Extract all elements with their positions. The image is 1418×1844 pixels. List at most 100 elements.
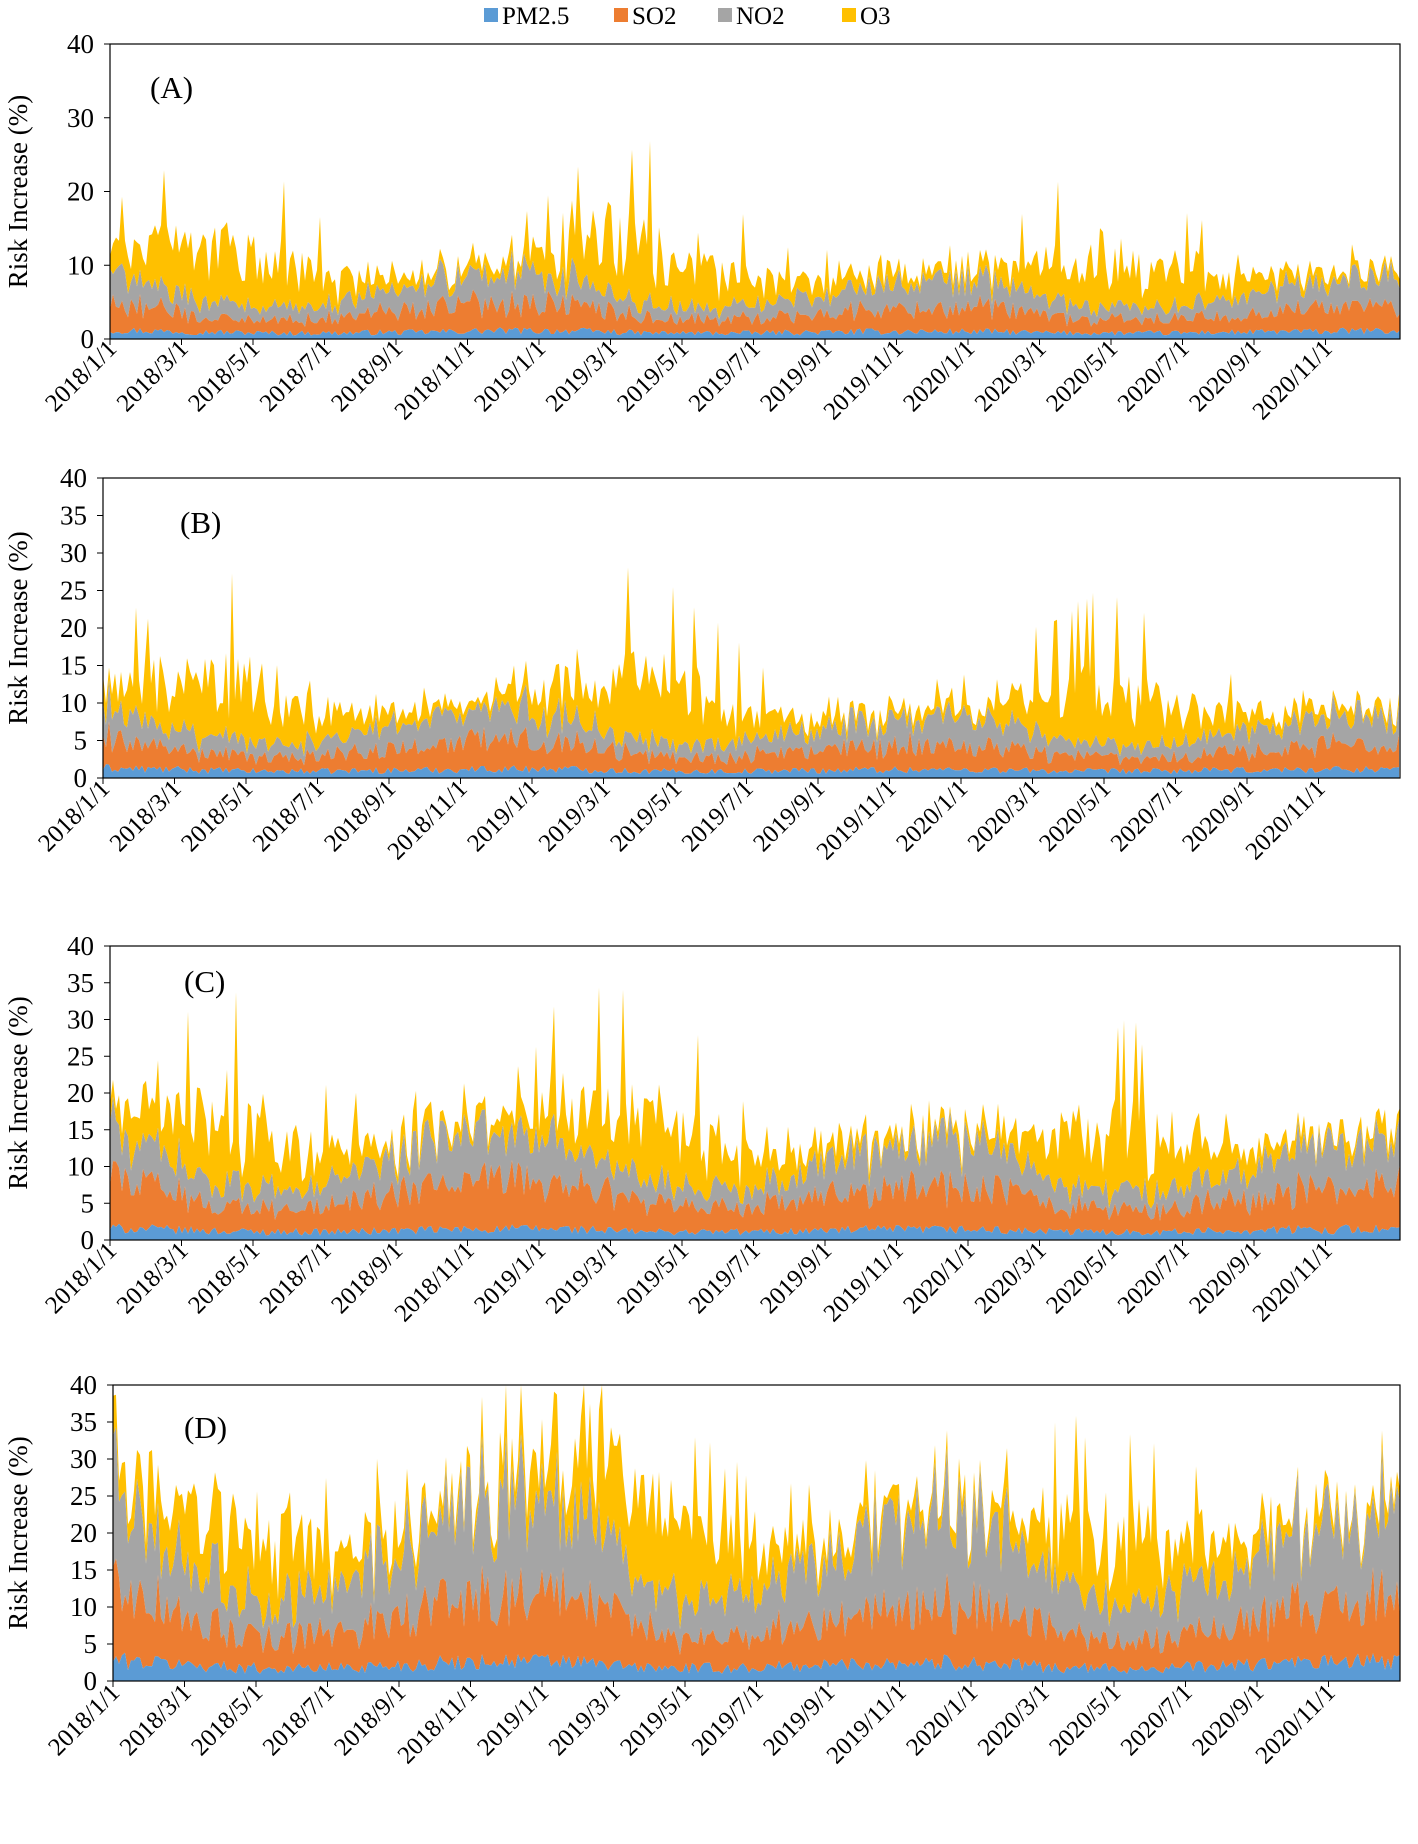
legend-label-so2: SO2	[632, 3, 676, 30]
chart-panel-d: 0 5 10 15 20 25 30 35 40 Risk Increase (%) (D) 2018…	[3, 1370, 1401, 1769]
x-tick-label: 2018/11/1	[390, 335, 480, 425]
x-tick-label: 2018/7/1	[255, 1237, 337, 1319]
x-tick-label: 2019/5/1	[612, 1237, 694, 1319]
area-series-o3	[110, 987, 1400, 1209]
x-tick-label: 2020/7/1	[1116, 1679, 1198, 1761]
x-tick-label: 2020/5/1	[1041, 1237, 1123, 1319]
panel-title: (A)	[150, 70, 193, 105]
stacked-areas	[113, 1385, 1400, 1681]
x-tick-label: 2018/3/1	[105, 775, 187, 857]
y-tick-label: 25	[70, 1481, 97, 1511]
x-tick-label: 2020/7/1	[1113, 1237, 1195, 1319]
y-tick-label: 20	[60, 613, 87, 643]
x-tick-label: 2020/1/1	[898, 335, 980, 417]
y-axis-label: Risk Increase (%)	[3, 531, 33, 724]
y-tick-label: 20	[67, 1078, 94, 1108]
x-tick-label: 2018/7/1	[258, 1679, 340, 1761]
area-series-pm25	[113, 1652, 1400, 1681]
x-tick-label: 2019/3/1	[544, 1679, 626, 1761]
y-tick-label: 5	[74, 726, 88, 756]
x-tick-label: 2019/1/1	[469, 1237, 551, 1319]
x-tick-label: 2020/3/1	[970, 335, 1052, 417]
x-tick-label: 2018/5/1	[176, 775, 258, 857]
y-tick-label: 40	[67, 931, 94, 961]
area-series-so2	[110, 1160, 1400, 1236]
y-tick-label: 30	[70, 1444, 97, 1474]
x-tick-label: 2020/1/1	[898, 1237, 980, 1319]
x-tick-label: 2020/3/1	[973, 1679, 1055, 1761]
legend-label-pm25: PM2.5	[502, 3, 569, 30]
area-series-no2	[103, 679, 1399, 766]
x-tick-label: 2019/11/1	[819, 335, 909, 425]
area-series-pm25	[110, 1223, 1400, 1240]
panel-title: (C)	[184, 964, 225, 999]
y-axis-label: Risk Increase (%)	[3, 996, 33, 1189]
legend: PM2.5 SO2 NO2 O3	[484, 3, 891, 30]
y-tick-label: 5	[81, 1188, 95, 1218]
legend-swatch-no2	[718, 8, 732, 22]
x-tick-label: 2019/1/1	[472, 1679, 554, 1761]
x-tick-label: 2018/5/1	[186, 1679, 268, 1761]
area-series-so2	[110, 289, 1400, 336]
area-series-no2	[113, 1427, 1400, 1655]
area-series-o3	[110, 141, 1400, 320]
x-tick-label: 2019/3/1	[541, 1237, 623, 1319]
y-tick-label: 30	[67, 1005, 94, 1035]
area-series-pm25	[110, 327, 1400, 339]
x-tick-label: 2018/7/1	[248, 775, 330, 857]
x-tick-label: 2020/5/1	[1034, 775, 1116, 857]
chart-panel-c: 0 5 10 15 20 25 30 35 40 Risk Increase (%) (C) 2018…	[3, 931, 1401, 1327]
area-series-no2	[110, 249, 1400, 327]
y-tick-label: 30	[67, 103, 94, 133]
legend-swatch-pm25	[484, 8, 498, 22]
y-tick-label: 10	[67, 250, 94, 280]
y-tick-label: 0	[74, 763, 88, 793]
y-tick-label: 15	[67, 1115, 94, 1145]
y-tick-label: 0	[81, 324, 95, 354]
x-tick-label: 2019/3/1	[534, 775, 616, 857]
x-tick-label: 2019/3/1	[541, 335, 623, 417]
x-tick-label: 2020/1/1	[891, 775, 973, 857]
y-tick-label: 25	[60, 576, 87, 606]
chart-panel-b: 0 5 10 15 20 25 30 35 40 Risk Increase (%) (B) 2018…	[3, 463, 1401, 865]
y-axis-label: Risk Increase (%)	[3, 1436, 33, 1629]
x-tick-label: 2020/11/1	[1248, 1237, 1338, 1327]
y-tick-label: 30	[60, 538, 87, 568]
y-tick-label: 20	[70, 1518, 97, 1548]
y-tick-label: 10	[67, 1152, 94, 1182]
legend-label-o3: O3	[860, 3, 891, 30]
stacked-areas	[103, 567, 1399, 778]
y-tick-label: 40	[70, 1370, 97, 1400]
y-axis-label: Risk Increase (%)	[3, 95, 33, 288]
x-tick-label: 2019/7/1	[684, 335, 766, 417]
x-tick-label: 2020/7/1	[1106, 775, 1188, 857]
x-tick-label: 2019/1/1	[469, 335, 551, 417]
x-tick-label: 2018/3/1	[112, 335, 194, 417]
x-tick-label: 2019/1/1	[462, 775, 544, 857]
area-series-o3	[103, 567, 1399, 757]
x-tick-label: 2018/3/1	[112, 1237, 194, 1319]
x-tick-label: 2020/11/1	[1241, 775, 1331, 865]
y-tick-label: 25	[67, 1041, 94, 1071]
x-tick-label: 2020/11/1	[1248, 335, 1338, 425]
x-tick-label: 2019/11/1	[822, 1679, 912, 1769]
y-tick-label: 40	[60, 463, 87, 493]
x-tick-label: 2018/5/1	[183, 1237, 265, 1319]
x-tick-label: 2019/11/1	[819, 1237, 909, 1327]
x-tick-label: 2020/3/1	[970, 1237, 1052, 1319]
y-tick-label: 35	[60, 501, 87, 531]
x-tick-label: 2018/11/1	[393, 1679, 483, 1769]
x-tick-label: 2019/7/1	[687, 1679, 769, 1761]
x-tick-label: 2019/5/1	[605, 775, 687, 857]
y-tick-label: 0	[84, 1666, 98, 1696]
y-tick-label: 10	[70, 1592, 97, 1622]
legend-label-no2: NO2	[736, 3, 785, 30]
area-series-so2	[113, 1558, 1400, 1674]
y-tick-label: 15	[60, 651, 87, 681]
x-tick-label: 2019/5/1	[612, 335, 694, 417]
legend-swatch-o3	[842, 8, 856, 22]
y-tick-label: 5	[84, 1629, 98, 1659]
x-tick-label: 2018/5/1	[183, 335, 265, 417]
